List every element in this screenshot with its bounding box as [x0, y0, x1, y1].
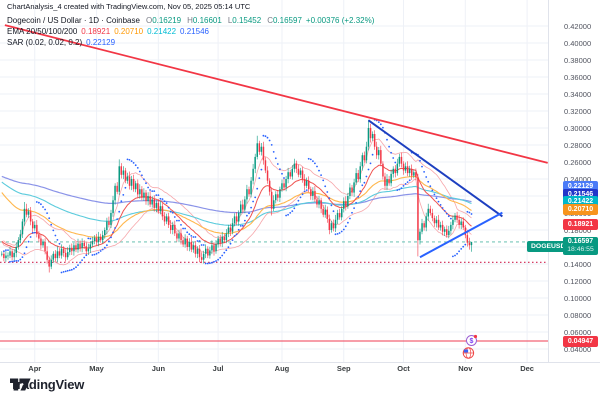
plot-area[interactable]: $ — [0, 0, 548, 362]
price-tick-label: 0.10000 — [564, 294, 592, 303]
price-tick-label: 0.28000 — [564, 141, 592, 150]
price-tick-label: 0.26000 — [564, 158, 592, 167]
current-price-symbol-tag: DOGEUSD — [527, 240, 570, 252]
price-tick-label: 0.40000 — [564, 39, 592, 48]
svg-text:$: $ — [470, 338, 474, 345]
open-value: 0.16219 — [152, 16, 182, 25]
time-tick-label-aug: Aug — [274, 364, 290, 373]
high-label: H — [187, 16, 193, 25]
price-tick-label: 0.08000 — [564, 311, 592, 320]
change-value: +0.00376 (+2.32%) — [305, 16, 375, 25]
sar-label: SAR (0.02, 0.02, 0.2) — [7, 38, 83, 47]
price-tick-label: 0.06000 — [564, 328, 592, 337]
open-label: O — [145, 16, 153, 25]
ema-values: 0.18921 0.20710 0.21422 0.21546 — [81, 27, 213, 36]
globe-event-icon[interactable] — [462, 347, 475, 359]
symbol-name: Dogecoin / US Dollar · 1D · Coinbase — [7, 16, 140, 25]
price-tick-label: 0.38000 — [564, 56, 592, 65]
ema100-price-badge: 0.21422 — [563, 196, 598, 207]
ema50-price-badge: 0.20710 — [563, 203, 598, 215]
dollar-event-icon[interactable]: $ — [465, 334, 478, 346]
candles — [1, 128, 473, 267]
time-tick-label-sep: Sep — [336, 364, 351, 373]
low-label: L — [227, 16, 233, 25]
legend: Dogecoin / US Dollar · 1D · Coinbase O0.… — [7, 15, 374, 48]
tradingview-logo-icon — [10, 378, 31, 391]
current-price-badge: 0.16597 18:46:55 — [563, 237, 598, 255]
time-tick-label-may: May — [89, 364, 104, 373]
ema-value: 0.21422 — [147, 27, 177, 36]
chart-watermark-title: ChartAnalysis_4 created with TradingView… — [7, 2, 251, 11]
price-tick-label: 0.14000 — [564, 260, 592, 269]
price-tick-label: 0.12000 — [564, 277, 592, 286]
time-tick-label-dec: Dec — [520, 364, 534, 373]
sar-price-badge: 0.22129 — [563, 180, 598, 192]
price-tick-label: 0.34000 — [564, 90, 592, 99]
time-tick-label-jun: Jun — [151, 364, 166, 373]
time-tick-label-oct: Oct — [397, 364, 410, 373]
triangle-upper-line[interactable] — [367, 119, 503, 218]
low-value: 0.15452 — [232, 16, 262, 25]
price-tick-label: 0.36000 — [564, 73, 592, 82]
ema-legend-row[interactable]: EMA 20/50/100/200 0.18921 0.20710 0.21422 0… — [7, 26, 374, 37]
price-tick-label: 0.04000 — [564, 345, 592, 354]
ema200-price-badge: 0.21546 — [563, 188, 598, 200]
price-tick-label: 0.24000 — [564, 175, 592, 184]
close-label: C — [267, 16, 273, 25]
price-tick-label: 0.18000 — [564, 226, 592, 235]
low-price-badge: 0.04947 — [563, 335, 598, 347]
bar-countdown: 18:46:55 — [567, 246, 594, 253]
time-tick-label-nov: Nov — [458, 364, 473, 373]
ema-value: 0.21546 — [180, 27, 209, 36]
time-tick-label-jul: Jul — [212, 364, 224, 373]
time-tick-label-apr: Apr — [28, 364, 42, 373]
price-tick-label: 0.30000 — [564, 124, 592, 133]
sar-value: 0.22129 — [86, 38, 116, 47]
triangle-lower-line[interactable] — [419, 211, 503, 259]
ema-label: EMA 20/50/100/200 — [7, 27, 78, 36]
descending-trendline[interactable] — [4, 24, 548, 164]
sar-legend-row[interactable]: SAR (0.02, 0.02, 0.2) 0.22129 — [7, 37, 374, 48]
ema20-price-badge: 0.18921 — [563, 219, 598, 230]
tradingview-logo[interactable]: TradingView — [10, 377, 84, 392]
close-value: 0.16597 — [272, 16, 302, 25]
current-price-value: 0.16597 — [567, 237, 594, 245]
ema-value: 0.20710 — [114, 27, 144, 36]
price-tick-label: 0.32000 — [564, 107, 592, 116]
ema-value: 0.18921 — [81, 27, 111, 36]
price-tick-label: 0.42000 — [564, 22, 592, 31]
high-value: 0.16601 — [192, 16, 222, 25]
symbol-legend-row[interactable]: Dogecoin / US Dollar · 1D · Coinbase O0.… — [7, 15, 374, 26]
